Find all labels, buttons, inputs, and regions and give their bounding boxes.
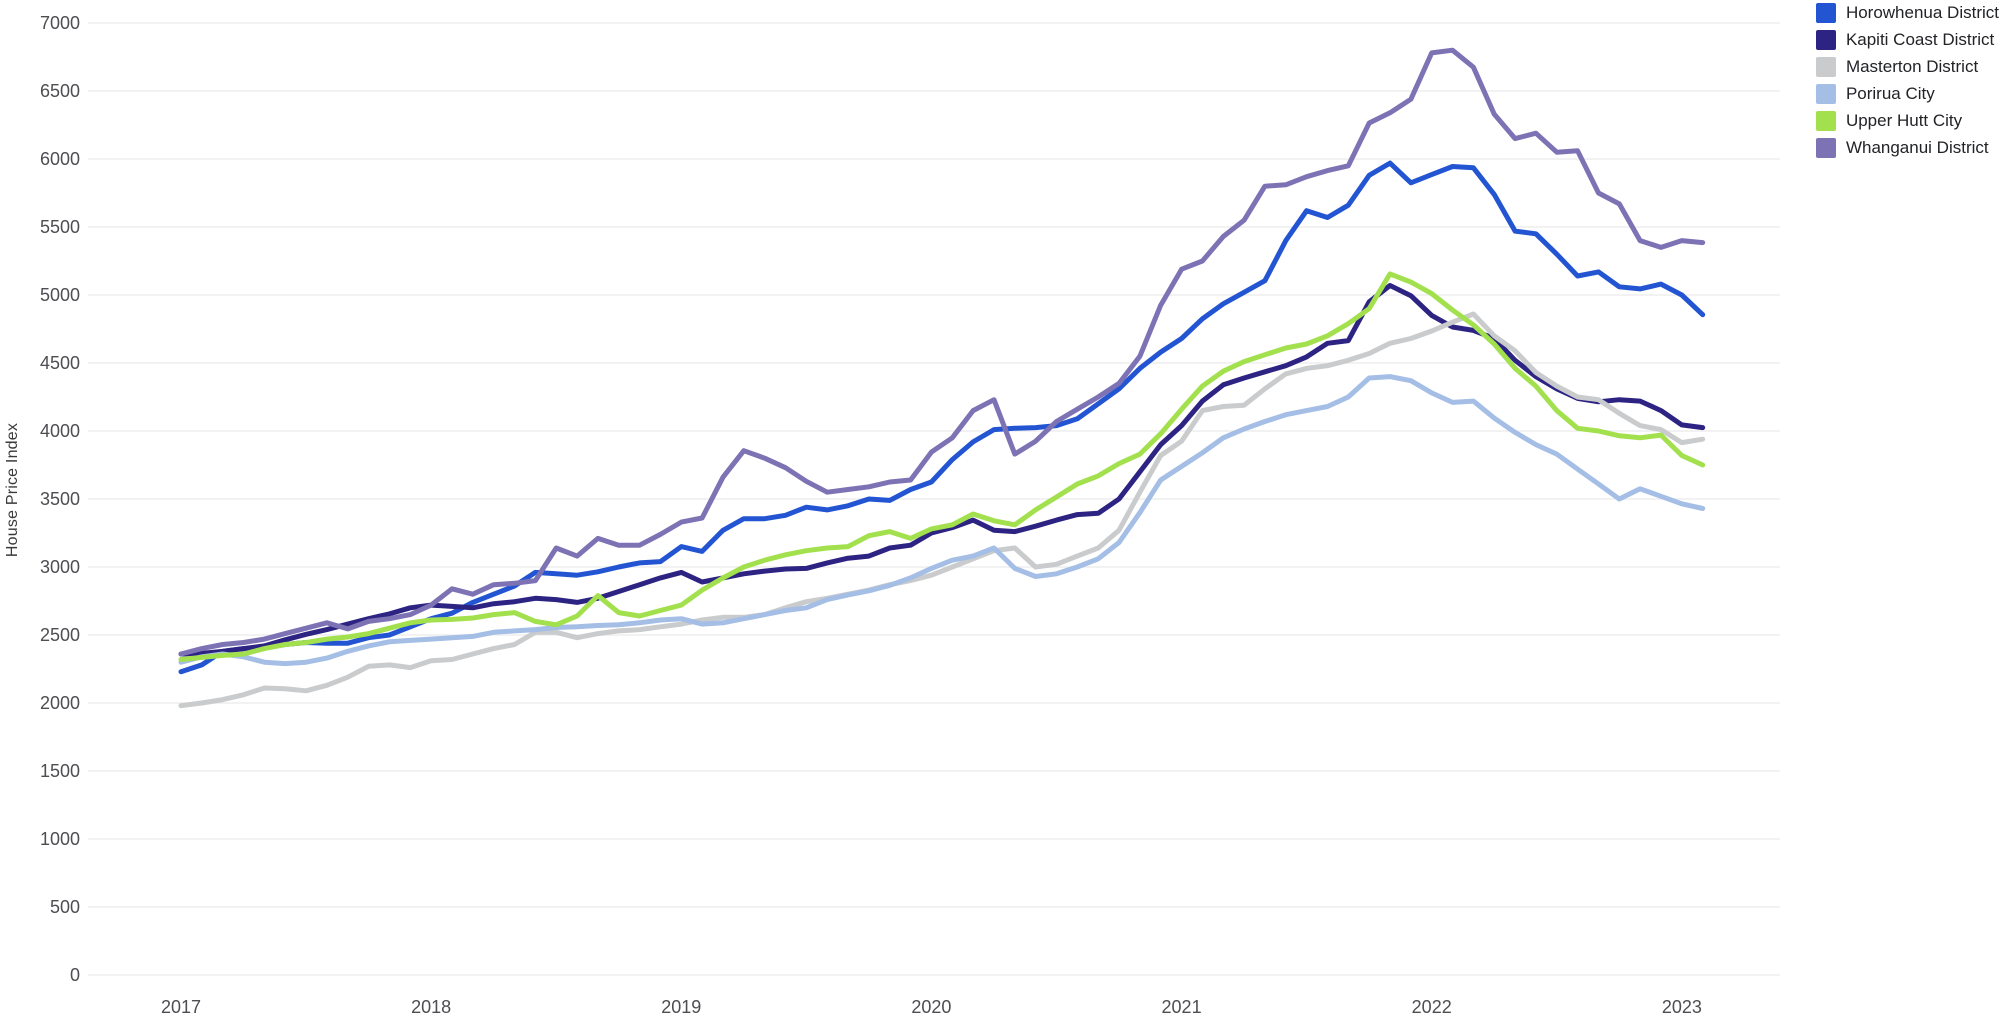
y-tick-label: 3500	[40, 489, 80, 509]
legend-swatch-upper-hutt-city	[1815, 111, 1836, 131]
y-tick-label: 2500	[40, 625, 80, 645]
legend-label: Masterton District	[1845, 57, 1979, 76]
legend-swatch-porirua-city	[1815, 84, 1836, 104]
y-tick-label: 7000	[40, 13, 80, 33]
x-tick-label: 2019	[661, 997, 701, 1017]
x-tick-label: 2020	[911, 997, 951, 1017]
legend-item-whanganui-district[interactable]: Whanganui District	[1815, 138, 1999, 158]
legend-swatch-whanganui-district	[1815, 138, 1836, 158]
x-tick-label: 2023	[1662, 997, 1702, 1017]
x-tick-label: 2022	[1412, 997, 1452, 1017]
series-line-porirua-city	[178, 374, 1706, 667]
legend: Horowhenua District Kapiti Coast District…	[1815, 3, 1999, 158]
legend-item-horowhenua-district[interactable]: Horowhenua District	[1815, 3, 1999, 23]
legend-label: Kapiti Coast District	[1845, 30, 1995, 49]
x-tick-label: 2021	[1162, 997, 1202, 1017]
legend-item-porirua-city[interactable]: Porirua City	[1815, 84, 1999, 104]
legend-label: Porirua City	[1845, 84, 1935, 103]
y-tick-label: 3000	[40, 557, 80, 577]
legend-swatch-kapiti-coast-district	[1815, 30, 1836, 50]
series-line-whanganui-district	[178, 47, 1706, 657]
y-tick-label: 6500	[40, 81, 80, 101]
series-line-masterton-district	[178, 311, 1706, 709]
series-line-horowhenua-district	[178, 160, 1706, 675]
legend-item-upper-hutt-city[interactable]: Upper Hutt City	[1815, 111, 1999, 131]
y-tick-label: 1000	[40, 829, 80, 849]
legend-item-kapiti-coast-district[interactable]: Kapiti Coast District	[1815, 30, 1999, 50]
legend-swatch-masterton-district	[1815, 57, 1836, 77]
y-tick-label: 5000	[40, 285, 80, 305]
y-tick-label: 6000	[40, 149, 80, 169]
y-tick-label: 500	[50, 897, 80, 917]
y-tick-label: 2000	[40, 693, 80, 713]
x-tick-label: 2018	[411, 997, 451, 1017]
legend-item-masterton-district[interactable]: Masterton District	[1815, 57, 1999, 77]
legend-label: Horowhenua District	[1845, 3, 1999, 22]
legend-label: Whanganui District	[1845, 138, 1989, 157]
y-tick-label: 4000	[40, 421, 80, 441]
y-tick-label: 4500	[40, 353, 80, 373]
series-line-upper-hutt-city	[178, 271, 1706, 662]
legend-swatch-horowhenua-district	[1815, 3, 1836, 23]
y-tick-label: 0	[70, 965, 80, 985]
y-tick-label: 5500	[40, 217, 80, 237]
x-tick-label: 2017	[161, 997, 201, 1017]
y-tick-label: 1500	[40, 761, 80, 781]
legend-label: Upper Hutt City	[1845, 111, 1963, 130]
